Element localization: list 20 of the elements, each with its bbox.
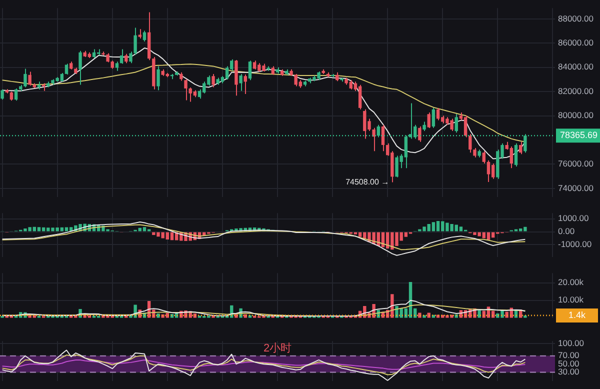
y-tick-label: 70.00 xyxy=(558,350,580,360)
annotation: 2小时 xyxy=(263,342,292,355)
y-tick-label: 20.00k xyxy=(558,277,584,288)
ref-line-label: 1.4k xyxy=(568,310,586,320)
y-tick-label: 10.00k xyxy=(558,294,584,305)
y-tick-label: 74000.00 xyxy=(558,182,594,193)
y-tick-label: 50.00 xyxy=(558,358,580,368)
y-tick-label: 80000.00 xyxy=(558,110,594,120)
y-tick-label: 30.00 xyxy=(558,366,580,377)
y-tick-label: 76000.00 xyxy=(558,158,594,169)
y-tick-label: -1000.00 xyxy=(558,239,592,250)
y-tick-label: 0.00 xyxy=(558,226,575,236)
y-tick-label: 88000.00 xyxy=(558,13,594,24)
annotation: 74508.00 → xyxy=(346,177,390,186)
y-tick-label: 84000.00 xyxy=(558,62,594,72)
y-tick-label: 86000.00 xyxy=(558,38,594,48)
y-tick-label: 1000.00 xyxy=(558,213,589,224)
ref-line-label: 78365.69 xyxy=(560,130,598,140)
y-tick-label: 82000.00 xyxy=(558,86,594,96)
y-tick-label: 100.00 xyxy=(558,338,584,348)
